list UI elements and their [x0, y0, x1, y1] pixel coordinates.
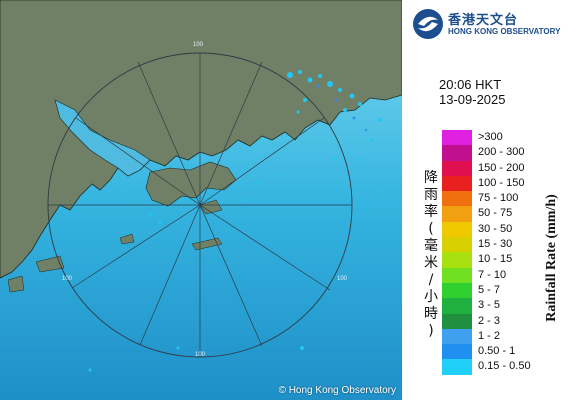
legend-swatch	[442, 191, 472, 207]
legend-label: 5 - 7	[478, 283, 501, 296]
radar-range-lines	[48, 53, 352, 357]
legend-swatch	[442, 252, 472, 268]
island-small-1	[199, 199, 223, 215]
legend-swatch	[442, 160, 472, 176]
legend-label: 3 - 5	[478, 299, 501, 312]
pearl-river-estuary	[54, 99, 151, 177]
legend-swatch	[442, 130, 472, 146]
range-label-east: 100	[337, 276, 348, 282]
radar-map-graphic	[0, 0, 402, 400]
legend-swatch	[442, 145, 472, 161]
island-small-5	[119, 233, 135, 245]
range-label-north: 100	[193, 42, 204, 48]
legend-title-zh: 降雨率(毫米 / 小時)	[424, 170, 438, 339]
legend-swatch	[442, 298, 472, 314]
island-small-2	[191, 237, 223, 251]
radar-map: 100 100 100 100 © Hong Kong Observatory	[0, 0, 402, 400]
legend-label: >300	[478, 131, 503, 143]
copyright-text: © Hong Kong Observatory	[278, 385, 396, 396]
hko-logo[interactable]: 香港天文台 HONG KONG OBSERVATORY	[412, 8, 572, 40]
info-panel: 香港天文台 HONG KONG OBSERVATORY 20:06 HKT 13…	[402, 0, 577, 400]
time-text: 20:06 HKT	[439, 77, 502, 92]
island-small-4	[7, 275, 25, 293]
legend-swatch	[442, 175, 472, 192]
legend-label: 0.15 - 0.50	[478, 360, 531, 373]
island-small-3	[35, 255, 65, 273]
org-name-zh: 香港天文台	[448, 13, 519, 28]
legend-label: 30 - 50	[478, 222, 513, 235]
legend-label: 15 - 30	[478, 238, 513, 251]
org-name-en: HONG KONG OBSERVATORY	[448, 27, 561, 36]
legend-swatch	[442, 267, 472, 283]
legend-label: 200 - 300	[478, 146, 525, 159]
legend-swatch	[442, 237, 472, 253]
timestamp: 20:06 HKT 13-09-2025	[439, 77, 506, 107]
legend-label: 75 - 100	[478, 192, 519, 205]
rain-echoes-moderate	[316, 84, 368, 132]
mainland-land	[0, 0, 402, 279]
range-label-south: 100	[195, 352, 206, 358]
legend-label: 50 - 75	[478, 207, 513, 220]
legend-label: 1 - 2	[478, 329, 501, 342]
legend-label: 2 - 3	[478, 314, 501, 327]
legend-swatch	[442, 206, 472, 222]
legend-label: 150 - 200	[478, 161, 525, 174]
legend-swatch	[442, 359, 472, 375]
legend-swatch	[442, 282, 472, 299]
legend-swatch	[442, 221, 472, 238]
legend-label: 7 - 10	[478, 268, 507, 281]
rain-echoes	[88, 70, 382, 372]
legend-label: 100 - 150	[478, 176, 525, 189]
hko-logo-icon	[413, 9, 443, 39]
legend-swatch	[442, 344, 472, 360]
legend-swatch	[442, 328, 472, 345]
legend-label: 10 - 15	[478, 253, 513, 266]
legend-title-en: Rainfall Rate (mm/h)	[544, 194, 559, 322]
legend-swatch	[442, 313, 472, 329]
range-label-west: 100	[62, 276, 73, 282]
legend-label: 0.50 - 1	[478, 345, 516, 358]
date-text: 13-09-2025	[439, 92, 506, 107]
